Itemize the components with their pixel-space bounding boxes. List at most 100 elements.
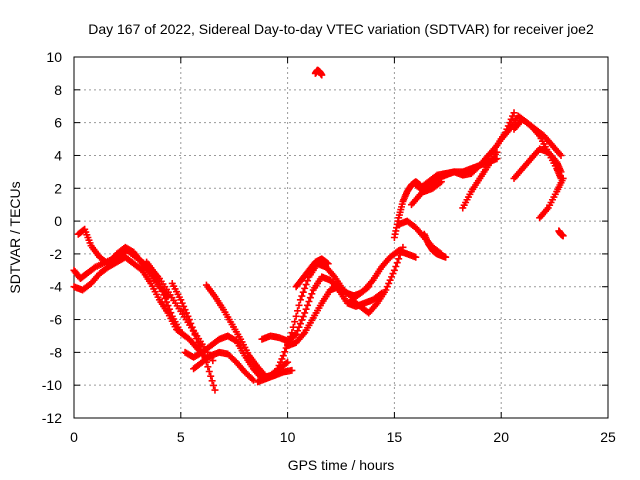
data-point	[323, 259, 331, 267]
series-track-25	[510, 145, 565, 182]
data-point	[442, 253, 450, 261]
data-point	[160, 291, 168, 299]
data-point	[249, 376, 257, 384]
data-point	[299, 313, 307, 321]
series-track-15	[348, 243, 407, 317]
x-axis-label: GPS time / hours	[288, 457, 395, 473]
y-tick-label: -8	[50, 344, 63, 360]
data-point	[308, 290, 316, 298]
data-point	[188, 323, 196, 331]
y-tick-label: -12	[42, 410, 62, 426]
data-point	[281, 348, 289, 356]
data-point	[299, 288, 307, 296]
data-point	[279, 352, 287, 360]
data-point	[284, 358, 292, 366]
y-tick-label: 8	[54, 82, 62, 98]
data-point	[272, 368, 280, 376]
data-point	[180, 302, 188, 310]
data-point	[207, 372, 215, 380]
data-point	[298, 292, 306, 300]
series-track-8	[190, 348, 257, 384]
data-point	[386, 276, 394, 284]
data-points	[70, 66, 567, 394]
data-point	[161, 294, 169, 302]
data-point	[157, 284, 165, 292]
data-point	[288, 366, 296, 374]
data-point	[185, 316, 193, 324]
series-track-14	[326, 247, 420, 301]
data-point	[167, 309, 175, 317]
data-point	[291, 331, 299, 339]
data-point	[318, 71, 326, 79]
data-point	[292, 312, 300, 320]
data-point	[164, 302, 172, 310]
data-point	[195, 342, 203, 350]
x-tick-label: 10	[280, 429, 296, 445]
data-point	[412, 253, 420, 261]
y-tick-labels: -12 -10 -8 -6 -4 -2 0 2 4 6 8 10	[42, 49, 62, 426]
data-point	[302, 281, 310, 289]
data-point	[298, 316, 306, 324]
y-tick-label: -6	[50, 312, 63, 328]
data-point	[437, 178, 445, 186]
data-point	[393, 259, 401, 267]
y-axis-label: SDTVAR / TECUs	[7, 181, 23, 293]
chart-title: Day 167 of 2022, Sidereal Day-to-day VTE…	[88, 21, 594, 37]
data-point	[388, 273, 396, 281]
data-point	[392, 262, 400, 270]
data-point	[151, 270, 159, 278]
data-point	[398, 247, 406, 255]
data-point	[194, 339, 202, 347]
axis-ticks	[73, 56, 609, 419]
data-point	[559, 232, 567, 240]
data-point	[271, 371, 279, 379]
data-point	[296, 296, 304, 304]
data-point	[301, 309, 309, 317]
data-point	[395, 255, 403, 263]
y-tick-label: 6	[54, 115, 62, 131]
y-tick-label: -4	[50, 279, 63, 295]
y-tick-label: -2	[50, 246, 63, 262]
y-tick-label: -10	[42, 377, 62, 393]
data-point	[396, 251, 404, 259]
data-point	[153, 273, 161, 281]
data-point	[278, 355, 286, 363]
data-point	[154, 277, 162, 285]
data-point	[182, 309, 190, 317]
data-point	[301, 284, 309, 292]
data-point	[181, 306, 189, 314]
data-point	[190, 327, 198, 335]
data-point	[557, 151, 565, 159]
data-point	[294, 327, 302, 335]
data-point	[385, 279, 393, 287]
data-point	[294, 307, 302, 315]
y-tick-label: 2	[54, 180, 62, 196]
data-point	[165, 305, 173, 313]
data-point	[295, 323, 303, 331]
data-point	[163, 298, 171, 306]
data-point	[493, 148, 501, 156]
y-tick-label: 0	[54, 213, 62, 229]
data-point	[436, 179, 444, 187]
data-point	[177, 296, 185, 304]
data-point	[205, 368, 213, 376]
data-point	[178, 299, 186, 307]
plot-frame	[73, 56, 609, 419]
data-point	[210, 381, 218, 389]
series-track-20	[420, 230, 450, 261]
data-point	[306, 294, 314, 302]
data-point	[158, 287, 166, 295]
data-point	[304, 277, 312, 285]
data-point	[187, 319, 195, 327]
data-point	[559, 174, 567, 182]
x-tick-label: 15	[387, 429, 403, 445]
x-tick-label: 25	[600, 429, 616, 445]
x-tick-label: 0	[70, 429, 78, 445]
data-point	[276, 358, 284, 366]
data-point	[275, 361, 283, 369]
data-point	[383, 283, 391, 291]
data-point	[155, 280, 163, 288]
data-point	[389, 270, 397, 278]
